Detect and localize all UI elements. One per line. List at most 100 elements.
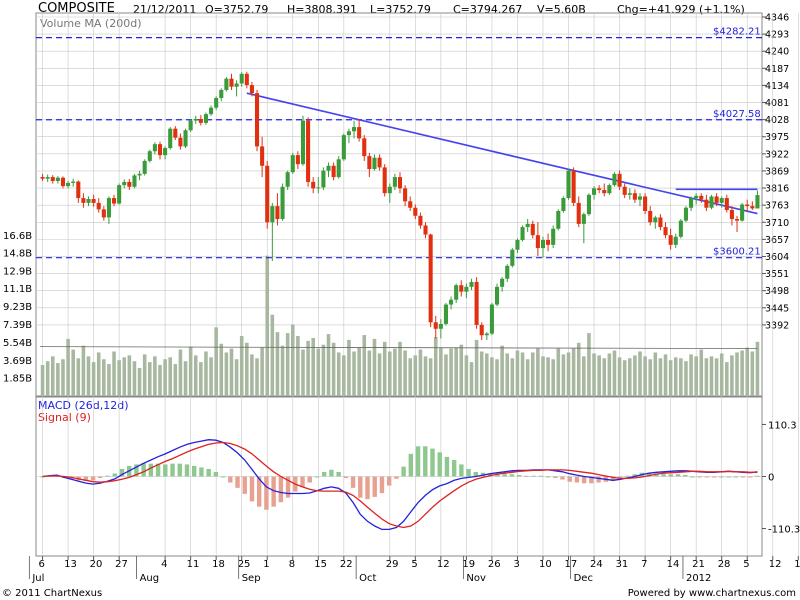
- candle-up: [55, 177, 60, 181]
- volume-bar: [750, 351, 755, 396]
- candle-up: [66, 182, 71, 187]
- volume-bar: [265, 255, 270, 396]
- volume-bar: [587, 333, 591, 396]
- volume-bar: [592, 353, 596, 396]
- volume-bar: [388, 351, 392, 396]
- x-tick-label: 3: [513, 559, 519, 570]
- month-label: Sep: [242, 573, 261, 584]
- volume-bar: [679, 358, 683, 396]
- volume-bar: [122, 357, 127, 396]
- price-tick-label: 3498: [765, 286, 789, 297]
- powered-by-text: Powered by www.chartnexus.com: [627, 588, 796, 599]
- volume-bar: [357, 347, 361, 396]
- copyright-text: © 2011 ChartNexus: [2, 588, 103, 599]
- macd-histogram-bar: [567, 476, 572, 482]
- macd-histogram-bar: [256, 476, 262, 507]
- volume-bar: [326, 334, 331, 396]
- volume-bar: [245, 342, 249, 396]
- candle-down: [535, 235, 540, 249]
- candle-up: [152, 144, 157, 152]
- macd-histogram-bar: [451, 459, 457, 477]
- candle-up: [168, 128, 173, 149]
- volume-tick-label: 5.54B: [3, 338, 32, 349]
- macd-histogram-bar: [509, 474, 515, 477]
- price-tick-label: 3869: [765, 166, 789, 177]
- candle-down: [254, 93, 260, 147]
- volume-bar: [510, 358, 515, 396]
- volume-bar: [377, 353, 382, 396]
- volume-bar: [449, 348, 453, 396]
- volume-bar: [173, 364, 178, 396]
- candle-up: [346, 131, 351, 136]
- x-tick-label: 22: [340, 559, 353, 570]
- candle-down: [648, 210, 653, 223]
- volume-tick-label: 7.39B: [3, 320, 32, 331]
- candle-down: [306, 120, 311, 182]
- volume-bar: [658, 358, 663, 396]
- macd-histogram-bar: [343, 476, 349, 479]
- candle-up: [142, 160, 147, 174]
- volume-ma-line: [39, 346, 758, 349]
- volume-bar: [505, 353, 510, 396]
- macd-histogram-bar: [646, 472, 652, 477]
- level-label: $4027.58: [713, 109, 761, 120]
- volume-bar: [423, 356, 428, 396]
- candle-up: [341, 135, 346, 160]
- candle-up: [449, 299, 454, 305]
- macd-histogram-bar: [553, 476, 558, 479]
- macd-histogram-bar: [83, 476, 89, 482]
- price-tick-label: 4346: [765, 13, 789, 24]
- candle-down: [198, 118, 203, 123]
- volume-bar: [622, 360, 627, 396]
- x-tick-label: 12: [769, 559, 782, 570]
- candle-up: [316, 187, 321, 189]
- candle-up: [709, 196, 714, 208]
- macd-histogram-bar: [719, 476, 724, 478]
- macd-tick-label: -110.3: [768, 525, 800, 536]
- macd-histogram-bar: [300, 476, 305, 488]
- macd-histogram-bar: [386, 476, 392, 486]
- candle-up: [147, 151, 152, 161]
- volume-bar: [617, 357, 622, 396]
- volume-bar: [50, 356, 55, 396]
- candle-down: [413, 207, 418, 216]
- candle-up: [627, 193, 632, 195]
- x-tick-label: 7: [641, 559, 647, 570]
- volume-bar: [413, 355, 418, 396]
- candle-up: [510, 249, 515, 266]
- candle-down: [403, 188, 408, 202]
- candle-up: [372, 157, 377, 170]
- price-tick-label: 4028: [765, 115, 789, 126]
- candle-down: [724, 198, 729, 210]
- volume-bar: [362, 335, 367, 396]
- volume-bar: [474, 339, 479, 396]
- volume-bar: [158, 365, 162, 396]
- macd-histogram-bar: [560, 476, 565, 480]
- candle-up: [515, 240, 520, 250]
- price-tick-label: 3392: [765, 320, 789, 331]
- x-tick-label: 20: [90, 559, 103, 570]
- candle-up: [219, 89, 224, 99]
- x-tick-label: 13: [64, 559, 77, 570]
- candle-down: [729, 209, 734, 220]
- candle-down: [668, 235, 673, 245]
- candle-down: [622, 186, 627, 195]
- candle-up: [678, 220, 683, 237]
- candle-up: [505, 265, 510, 279]
- volume-bar: [464, 355, 469, 396]
- candle-down: [377, 157, 382, 168]
- volume-bar: [653, 352, 658, 396]
- volume-bar: [719, 353, 724, 396]
- volume-bar: [270, 314, 275, 396]
- candle-up: [489, 304, 494, 334]
- volume-bar: [96, 352, 101, 396]
- macd-line: [42, 439, 758, 531]
- volume-bar: [546, 357, 550, 396]
- macd-histogram-bar: [394, 476, 399, 479]
- volume-bar: [367, 350, 372, 396]
- price-tick-label: 3816: [765, 184, 789, 195]
- candle-down: [418, 215, 423, 226]
- volume-bar: [408, 358, 412, 396]
- candle-down: [101, 209, 106, 218]
- volume-bar: [699, 349, 704, 396]
